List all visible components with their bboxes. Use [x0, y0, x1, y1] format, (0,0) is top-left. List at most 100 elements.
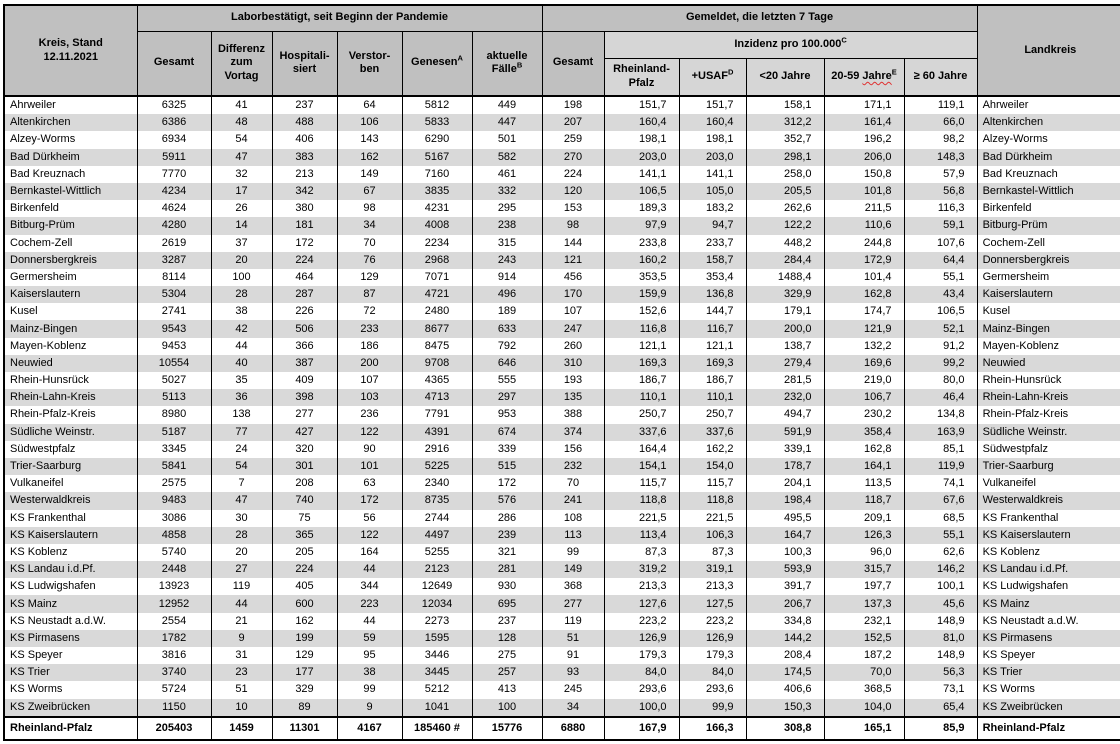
footnote-marker-d: D [727, 67, 734, 77]
value-cell: 245 [541, 681, 605, 699]
value-cell: 198,1 [678, 131, 747, 149]
footnote-marker-b: B [516, 60, 523, 70]
value-cell: 171,1 [823, 94, 905, 115]
value-cell: 4497 [401, 526, 473, 544]
value-cell: 3446 [401, 647, 473, 665]
value-cell: 7770 [136, 165, 212, 183]
landkreis-cell: KS Zweibrücken [976, 698, 1120, 717]
value-cell: 5167 [401, 148, 473, 166]
value-cell: 406 [271, 131, 338, 149]
value-cell: 101,8 [823, 182, 905, 201]
value-cell: 198,1 [603, 131, 680, 149]
value-cell: 10 [210, 698, 273, 717]
value-cell: 44 [336, 561, 403, 579]
value-cell: 73,1 [903, 681, 978, 699]
kreis-cell: Ahrweiler [3, 94, 138, 115]
value-cell: 164,4 [603, 440, 680, 458]
table-row: KS Koblenz 5740 20 205 164 5255 321 99 87,3 87,3 1… [3, 543, 1120, 562]
landkreis-cell: Rhein-Lahn-Kreis [976, 389, 1120, 407]
value-cell: 177 [271, 664, 338, 682]
table-row: Ahrweiler 6325 41 237 64 5812 449 198 151,7 151,7… [3, 94, 1120, 115]
value-cell: 141,1 [678, 165, 747, 183]
value-cell: 315 [471, 234, 543, 252]
value-cell: 298,1 [745, 148, 825, 166]
table-row: KS Pirmasens 1782 9 199 59 1595 128 51 126,9 126,… [3, 629, 1120, 647]
value-cell: 2744 [401, 509, 473, 527]
value-cell: 501 [471, 131, 543, 149]
value-cell: 84,0 [603, 664, 680, 682]
value-cell: 151,7 [678, 94, 747, 115]
value-cell: 5740 [136, 543, 212, 562]
value-cell: 352,7 [745, 131, 825, 149]
value-cell: 14 [210, 217, 273, 235]
value-cell: 66,0 [903, 114, 978, 132]
value-cell: 237 [471, 612, 543, 630]
value-cell: 70 [336, 234, 403, 252]
value-cell: 3445 [401, 664, 473, 682]
value-cell: 2273 [401, 612, 473, 630]
value-cell: 200,0 [745, 320, 825, 338]
value-cell: 31 [210, 647, 273, 665]
table-row: KS Speyer 3816 31 129 95 3446 275 91 179,3 179,3 2… [3, 647, 1120, 665]
value-cell: 7791 [401, 406, 473, 424]
value-cell: 287 [271, 286, 338, 304]
value-cell: 137,3 [823, 595, 905, 613]
value-cell: 494,7 [745, 406, 825, 424]
value-cell: 6325 [136, 94, 212, 115]
value-cell: 448,2 [745, 234, 825, 252]
kreis-cell: Mayen-Koblenz [3, 337, 138, 355]
kreis-cell: Cochem-Zell [3, 234, 138, 252]
genesen-label: Genesen [411, 56, 458, 69]
value-cell: 244,8 [823, 234, 905, 252]
value-cell: 9 [210, 629, 273, 647]
value-cell: 148,9 [903, 647, 978, 665]
value-cell: 46,4 [903, 389, 978, 407]
value-cell: 153 [541, 200, 605, 218]
value-cell: 600 [271, 595, 338, 613]
landkreis-cell: KS Worms [976, 681, 1120, 699]
value-cell: 633 [471, 320, 543, 338]
col-header-kreis-stand: Kreis, Stand 12.11.2021 [3, 4, 138, 97]
value-cell: 3345 [136, 440, 212, 458]
value-cell: 308,8 [745, 715, 825, 740]
value-cell: 199 [271, 629, 338, 647]
table-row: Vulkaneifel 2575 7 208 63 2340 172 70 115,7 115,7… [3, 475, 1120, 493]
value-cell: 106,7 [823, 389, 905, 407]
value-cell: 9708 [401, 354, 473, 372]
value-cell: 104,0 [823, 698, 905, 717]
value-cell: 156 [541, 440, 605, 458]
value-cell: 28 [210, 526, 273, 544]
value-cell: 38 [336, 664, 403, 682]
value-cell: 5212 [401, 681, 473, 699]
value-cell: 149 [336, 165, 403, 183]
table-row: Rhein-Hunsrück 5027 35 409 107 4365 555 193 186,… [3, 372, 1120, 390]
value-cell: 591,9 [745, 423, 825, 441]
summary-row: Rheinland-Pfalz 205403 1459 11301 4167 185460… [3, 715, 1120, 740]
value-cell: 185460 # [401, 715, 473, 740]
value-cell: 174,7 [823, 303, 905, 321]
value-cell: 6934 [136, 131, 212, 149]
kreis-cell: Bad Kreuznach [3, 165, 138, 183]
table-row: KS Ludwigshafen 13923 119 405 344 12649 930 368… [3, 578, 1120, 596]
landkreis-cell: KS Kaiserslautern [976, 526, 1120, 544]
value-cell: 449 [471, 94, 543, 115]
value-cell: 122,2 [745, 217, 825, 235]
value-cell: 134,8 [903, 406, 978, 424]
value-cell: 162 [336, 148, 403, 166]
value-cell: 128 [471, 629, 543, 647]
value-cell: 277 [541, 595, 605, 613]
value-cell: 674 [471, 423, 543, 441]
value-cell: 144,7 [678, 303, 747, 321]
value-cell: 121,9 [823, 320, 905, 338]
value-cell: 89 [271, 698, 338, 717]
value-cell: 87,3 [678, 543, 747, 562]
value-cell: 257 [471, 664, 543, 682]
value-cell: 197,7 [823, 578, 905, 596]
table-row: Kaiserslautern 5304 28 287 87 4721 496 170 159,9… [3, 286, 1120, 304]
kreis-cell: KS Zweibrücken [3, 698, 138, 717]
landkreis-cell: Rhein-Hunsrück [976, 372, 1120, 390]
value-cell: 8980 [136, 406, 212, 424]
value-cell: 115,7 [603, 475, 680, 493]
value-cell: 4365 [401, 372, 473, 390]
value-cell: 158,1 [745, 94, 825, 115]
